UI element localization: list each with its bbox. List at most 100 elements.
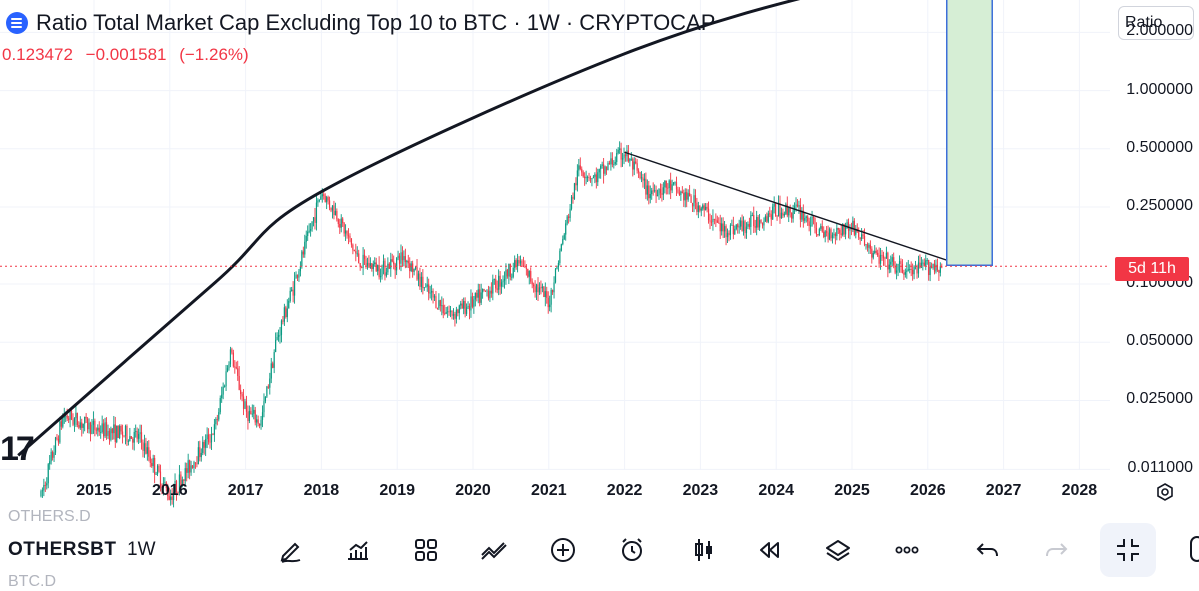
candle-body xyxy=(527,268,529,277)
grid-icon[interactable] xyxy=(408,532,444,568)
candle-body xyxy=(457,309,459,314)
candle-body xyxy=(353,250,355,252)
candle-body xyxy=(885,252,888,259)
drawings-layer xyxy=(0,0,1110,457)
candle-body xyxy=(343,223,345,234)
candle-body xyxy=(639,172,641,179)
candle-body xyxy=(149,456,151,464)
candle-body xyxy=(844,226,847,235)
partial-circle-icon[interactable] xyxy=(1190,536,1199,562)
replay-icon[interactable] xyxy=(751,532,787,568)
candle-body xyxy=(549,304,551,308)
x-tick-label: 2019 xyxy=(379,482,415,499)
candle-body xyxy=(741,220,743,232)
candle-body xyxy=(546,291,548,298)
candle-body xyxy=(896,270,898,273)
candle-body xyxy=(629,158,631,162)
candle-body xyxy=(839,229,841,234)
candle-body xyxy=(740,220,742,227)
candle-body xyxy=(396,258,398,271)
candle-body xyxy=(910,269,912,270)
candle-body xyxy=(830,229,832,239)
fullscreen-icon[interactable] xyxy=(1100,523,1156,577)
compare-icon[interactable] xyxy=(476,532,512,568)
downtrend-line[interactable] xyxy=(624,151,963,266)
candle-body xyxy=(607,163,609,171)
candle-body xyxy=(114,424,116,442)
candle-body xyxy=(468,306,471,311)
candle-body xyxy=(502,280,504,283)
candle-body xyxy=(592,176,595,179)
candle-body xyxy=(748,223,750,227)
candle-body xyxy=(350,238,353,245)
pencil-icon[interactable] xyxy=(273,532,309,568)
candle-body xyxy=(132,438,134,443)
candle-body xyxy=(53,452,55,458)
indicators-icon[interactable] xyxy=(340,532,376,568)
candle-body xyxy=(216,419,218,420)
candle-body xyxy=(799,205,801,220)
candle-body xyxy=(645,178,647,195)
x-tick-label: 2027 xyxy=(985,482,1022,499)
candle-body xyxy=(66,415,68,419)
candle-body xyxy=(893,257,895,266)
candle-body xyxy=(298,271,300,278)
candle-body xyxy=(780,212,783,219)
candle-body xyxy=(521,260,523,266)
candle-body xyxy=(543,286,545,298)
candle-body xyxy=(655,190,657,197)
candle-body xyxy=(726,232,729,238)
candle-body xyxy=(700,208,702,211)
undo-icon[interactable] xyxy=(970,532,1006,568)
candle-body xyxy=(792,210,794,219)
candle-body xyxy=(648,185,650,199)
add-icon[interactable] xyxy=(545,532,581,568)
interval-button[interactable]: 1W xyxy=(127,539,156,560)
candle-body xyxy=(404,256,406,263)
candle-body xyxy=(522,265,525,267)
candle-body xyxy=(276,336,278,340)
candle-body xyxy=(301,251,303,267)
candle-body xyxy=(272,363,274,368)
candle-body xyxy=(613,164,615,165)
candle-body xyxy=(884,258,886,260)
candle-body xyxy=(127,441,130,442)
candle-body xyxy=(661,193,663,195)
scale-button[interactable]: Ratio xyxy=(1118,6,1194,40)
candle-body xyxy=(826,231,828,233)
candle-body xyxy=(68,418,70,420)
chart-settings-icon[interactable] xyxy=(1155,482,1175,507)
candle-body xyxy=(378,265,380,278)
symbol-button[interactable]: OTHERSBT xyxy=(8,539,117,560)
more-icon[interactable] xyxy=(889,532,925,568)
y-tick-label: 0.500000 xyxy=(1126,138,1193,156)
candles-icon[interactable] xyxy=(686,532,722,568)
candle-body xyxy=(706,206,708,209)
price-chart[interactable] xyxy=(0,0,1199,510)
candle-body xyxy=(412,263,414,272)
candle-body xyxy=(467,306,469,308)
candle-body xyxy=(41,490,43,492)
candle-body xyxy=(165,482,167,489)
candle-body xyxy=(817,234,819,236)
candle-body xyxy=(435,296,437,308)
layers-icon[interactable] xyxy=(820,532,856,568)
candle-body xyxy=(368,262,370,268)
redo-icon[interactable] xyxy=(1038,532,1074,568)
candle-body xyxy=(130,436,132,439)
candle-body xyxy=(540,287,542,289)
candle-body xyxy=(184,468,186,481)
candle-body xyxy=(709,220,711,222)
candle-body xyxy=(861,234,863,240)
candle-body xyxy=(906,270,908,272)
growth-curve[interactable] xyxy=(17,0,1019,457)
target-box[interactable] xyxy=(946,0,993,267)
candle-body xyxy=(878,255,880,264)
candle-body xyxy=(912,269,914,275)
candle-body xyxy=(573,183,576,199)
candle-body xyxy=(585,177,587,179)
alert-icon[interactable] xyxy=(614,532,650,568)
candle-body xyxy=(54,437,57,453)
candle-body xyxy=(675,182,678,190)
candle-body xyxy=(95,429,97,431)
